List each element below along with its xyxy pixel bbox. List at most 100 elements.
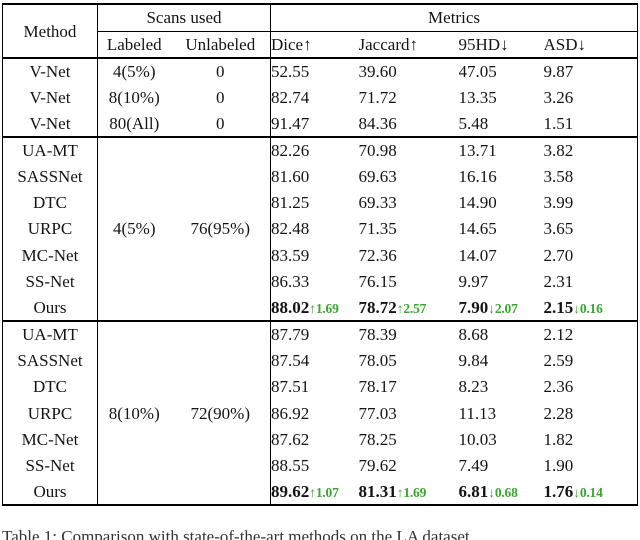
asd-cell: 1.51 [543, 113, 574, 133]
table-row: DTC 87.51 78.17 8.23 2.36 [2, 373, 638, 400]
jaccard-cell: 84.36 [358, 113, 397, 133]
asd-cell: 3.26 [543, 87, 574, 107]
method-cell: V-Net [2, 84, 98, 111]
method-cell: V-Net [2, 58, 98, 85]
improvement-delta: ↓0.68 [488, 484, 518, 500]
table-row: MC-Net 87.62 78.25 10.03 1.82 [2, 426, 638, 453]
95hd-cell: 7.49 [458, 456, 489, 476]
95hd-cell: 9.97 [458, 272, 489, 292]
improvement-delta: ↓0.16 [573, 300, 603, 316]
jaccard-cell: 78.72↑2.57 [359, 295, 459, 321]
asd-cell: 3.65 [543, 219, 574, 239]
method-cell: V-Net [2, 110, 98, 137]
col-header-jaccard: Jaccard↑ [358, 31, 459, 59]
results-table: Method Scans used Metrics Labeled Unlabe… [2, 3, 639, 507]
dice-cell: 87.62 [271, 429, 310, 449]
method-cell: SS-Net [2, 452, 98, 479]
asd-cell: 2.15↓0.16 [544, 295, 638, 321]
jaccard-cell: 70.98 [358, 135, 459, 164]
asd-cell: 2.12 [543, 319, 638, 348]
asd-cell: 2.70 [543, 245, 574, 265]
table-row: UA-MT 8(10%) 72(90%) 87.79 78.39 8.68 2.… [2, 319, 638, 506]
unlabeled-cell: 0 [170, 58, 272, 85]
95hd-cell: 9.84 [458, 350, 489, 370]
dice-cell: 82.48 [271, 219, 310, 239]
dice-cell: 89.62↑1.07 [271, 479, 359, 505]
metric-value: 88.02 [271, 297, 310, 317]
metric-value: 2.15 [543, 297, 574, 317]
95hd-cell: 8.23 [458, 377, 489, 397]
col-header-labeled: Labeled [97, 31, 171, 59]
col-header-method: Method [2, 4, 98, 59]
dice-cell: 82.74 [271, 87, 310, 107]
dice-cell: 87.54 [271, 350, 310, 370]
dice-cell: 86.92 [271, 403, 310, 423]
unlabeled-cell-merged: 72(90%) [170, 319, 272, 506]
col-header-dice: Dice↑ [270, 31, 359, 59]
improvement-delta: ↑1.69 [396, 484, 427, 500]
table-row: SASSNet 87.54 78.05 9.84 2.59 [2, 347, 638, 374]
header-row-groups: Method Scans used Metrics [2, 4, 638, 59]
table-row: UA-MT 4(5%) 76(95%) 82.26 70.98 13.71 3.… [2, 135, 638, 321]
95hd-cell: 13.35 [458, 87, 497, 107]
method-cell: UA-MT [2, 319, 98, 348]
col-header-unlabeled: Unlabeled [170, 31, 272, 59]
asd-cell: 1.90 [543, 456, 574, 476]
dice-cell: 52.55 [271, 62, 310, 82]
95hd-cell: 10.03 [458, 429, 497, 449]
metric-value: 81.31 [358, 481, 397, 501]
improvement-delta: ↑1.07 [309, 484, 339, 500]
jaccard-cell: 78.39 [358, 319, 459, 348]
unlabeled-cell-merged: 76(95%) [170, 135, 272, 321]
dice-cell: 87.79 [270, 319, 359, 348]
method-cell: URPC [2, 399, 98, 427]
col-group-scans-used: Scans used [97, 4, 272, 32]
labeled-cell: 80(All) [109, 113, 160, 133]
jaccard-cell: 39.60 [358, 62, 397, 82]
dice-cell: 81.25 [271, 193, 310, 213]
labeled-cell: 8(10%) [108, 87, 160, 107]
jaccard-cell: 72.36 [358, 245, 397, 265]
col-header-95hd: 95HD↓ [458, 31, 544, 59]
metric-value: 78.72 [358, 297, 397, 317]
95hd-cell: 13.71 [458, 135, 544, 164]
method-cell: Ours [2, 478, 98, 506]
jaccard-cell: 69.33 [358, 193, 397, 213]
table-row: MC-Net 83.59 72.36 14.07 2.70 [2, 242, 638, 269]
jaccard-cell: 79.62 [358, 456, 397, 476]
95hd-cell: 14.65 [458, 219, 497, 239]
header-row-columns: Labeled Unlabeled Dice↑ Jaccard↑ 95HD↓ A… [3, 31, 638, 59]
asd-cell: 2.28 [543, 403, 574, 423]
asd-cell: 3.58 [543, 166, 574, 186]
unlabeled-cell: 0 [170, 84, 272, 111]
col-header-asd: ASD↓ [543, 31, 638, 59]
metric-value: 1.76 [543, 481, 574, 501]
95hd-cell: 14.90 [458, 193, 497, 213]
table-row: SS-Net 86.33 76.15 9.97 2.31 [2, 268, 638, 295]
method-cell: DTC [2, 373, 98, 400]
95hd-cell: 47.05 [458, 62, 497, 82]
table-row-ours: Ours 89.62↑1.07 81.31↑1.69 6.81↓0.68 1.7… [2, 478, 638, 506]
table-row: URPC 86.92 77.03 11.13 2.28 [2, 399, 638, 427]
metric-value: 6.81 [458, 481, 489, 501]
method-cell: MC-Net [2, 426, 98, 453]
dice-cell: 81.60 [271, 166, 310, 186]
95hd-cell: 5.48 [458, 113, 489, 133]
dice-cell: 88.02↑1.69 [271, 295, 359, 321]
table-row: V-Net 8(10%) 0 82.74 71.72 13.35 3.26 [2, 84, 638, 111]
col-group-metrics: Metrics [270, 4, 638, 32]
asd-cell: 3.99 [543, 193, 574, 213]
table-row: SS-Net 88.55 79.62 7.49 1.90 [2, 452, 638, 479]
95hd-cell: 11.13 [458, 403, 497, 423]
method-cell: MC-Net [2, 242, 98, 269]
jaccard-cell: 78.17 [358, 377, 397, 397]
asd-cell: 2.31 [543, 272, 574, 292]
dice-cell: 87.51 [271, 377, 310, 397]
table-row: SASSNet 81.60 69.63 16.16 3.58 [2, 163, 638, 190]
improvement-delta: ↓0.14 [573, 484, 603, 500]
asd-cell: 2.36 [543, 377, 574, 397]
asd-cell: 9.87 [543, 62, 574, 82]
improvement-delta: ↑1.69 [309, 300, 339, 316]
unlabeled-cell: 0 [170, 110, 272, 137]
